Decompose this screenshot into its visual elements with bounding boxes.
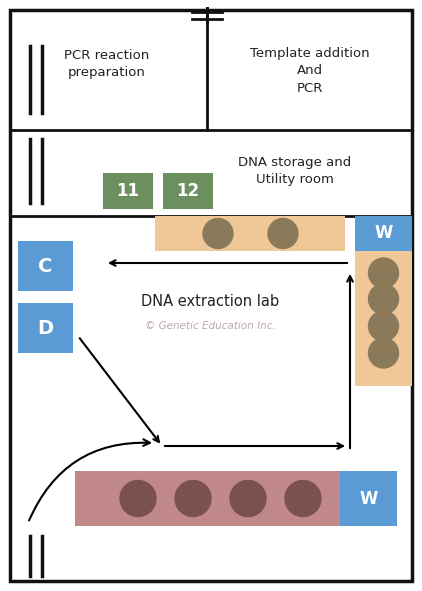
Text: DNA extraction lab: DNA extraction lab [141,294,279,309]
Circle shape [368,311,398,341]
Circle shape [203,219,233,248]
Bar [155,216,345,251]
Circle shape [268,219,298,248]
Bar [18,303,73,353]
Circle shape [175,480,211,517]
Text: W: W [374,225,393,242]
Text: C: C [38,256,53,275]
Text: 12: 12 [176,182,200,200]
Circle shape [368,284,398,314]
Text: © Genetic Education Inc.: © Genetic Education Inc. [145,321,276,331]
Text: Template addition
And
PCR: Template addition And PCR [250,47,370,95]
Bar [340,471,397,526]
Circle shape [285,480,321,517]
Circle shape [230,480,266,517]
Bar [103,173,153,209]
Text: W: W [359,489,378,508]
Bar [163,173,213,209]
Bar [355,216,412,251]
Bar [355,216,412,386]
Circle shape [368,338,398,368]
Text: DNA storage and
Utility room: DNA storage and Utility room [238,156,352,186]
FancyArrowPatch shape [29,439,150,521]
Circle shape [368,258,398,288]
Text: D: D [38,319,54,337]
Bar [18,241,73,291]
Bar [75,471,360,526]
Text: 11: 11 [116,182,140,200]
Text: PCR reaction
preparation: PCR reaction preparation [65,49,150,79]
Circle shape [120,480,156,517]
